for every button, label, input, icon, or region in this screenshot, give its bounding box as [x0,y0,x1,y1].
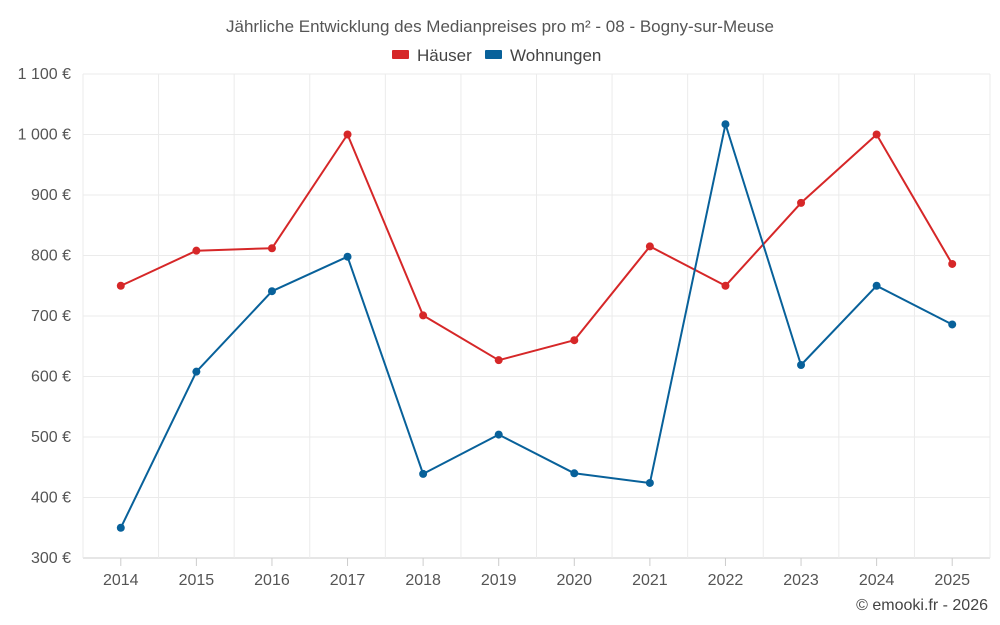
x-tick-label: 2021 [632,572,668,589]
legend: Häuser Wohnungen [392,46,601,65]
x-tick-label: 2017 [330,572,366,589]
data-point-haeuser[interactable] [494,356,503,365]
y-tick-label: 1 100 € [18,66,71,83]
data-point-haeuser[interactable] [570,336,579,345]
credit-text: © emooki.fr - 2026 [856,597,988,614]
legend-label-haeuser[interactable]: Häuser [417,46,472,65]
x-tick-label: 2022 [708,572,744,589]
data-point-haeuser[interactable] [267,244,276,253]
data-point-wohnungen[interactable] [645,478,654,487]
data-point-wohnungen[interactable] [570,469,579,478]
x-tick-label: 2023 [783,572,819,589]
data-point-wohnungen[interactable] [948,320,957,329]
gridlines [82,73,991,559]
data-point-wohnungen[interactable] [872,281,881,290]
data-point-haeuser[interactable] [116,281,125,290]
x-tick-label: 2024 [859,572,895,589]
legend-swatch-haeuser [392,50,409,59]
x-tick-label: 2015 [179,572,215,589]
data-point-wohnungen[interactable] [116,523,125,532]
data-point-wohnungen[interactable] [267,287,276,296]
data-point-wohnungen[interactable] [343,252,352,261]
data-point-haeuser[interactable] [797,198,806,207]
y-tick-label: 800 € [31,248,71,265]
data-point-haeuser[interactable] [645,242,654,251]
x-tick-label: 2014 [103,572,139,589]
chart-title: Jährliche Entwicklung des Medianpreises … [226,17,774,36]
data-point-haeuser[interactable] [721,281,730,290]
y-tick-label: 1 000 € [18,127,71,144]
data-point-wohnungen[interactable] [494,430,503,439]
series-lines [119,123,954,529]
data-point-wohnungen[interactable] [419,469,428,478]
data-point-wohnungen[interactable] [797,361,806,370]
y-tick-label: 500 € [31,429,71,446]
x-tick-label: 2016 [254,572,290,589]
x-tick-label: 2019 [481,572,517,589]
series-points [116,120,957,532]
y-tick-label: 900 € [31,187,71,204]
series-line-wohnungen [119,123,953,529]
x-tick-label: 2020 [556,572,592,589]
y-tick-label: 400 € [31,490,71,507]
x-tick-label: 2018 [405,572,441,589]
legend-swatch-wohnungen [485,50,502,59]
y-axis-ticks: 300 € 400 € 500 € 600 € 700 € 800 € 900 € 1 000… [18,66,71,567]
x-axis-ticks: 2014 2015 2016 2017 2018 2019 2020 2021 2022 2023… [103,558,970,589]
data-point-wohnungen[interactable] [721,120,730,129]
legend-label-wohnungen[interactable]: Wohnungen [510,46,601,65]
y-tick-label: 700 € [31,308,71,325]
x-tick-label: 2025 [934,572,970,589]
y-tick-label: 600 € [31,369,71,386]
data-point-haeuser[interactable] [192,246,201,255]
y-tick-label: 300 € [31,550,71,567]
data-point-haeuser[interactable] [419,311,428,320]
data-point-haeuser[interactable] [872,130,881,139]
series-line-haeuser [120,133,954,362]
data-point-haeuser[interactable] [343,130,352,139]
data-point-haeuser[interactable] [948,259,957,268]
data-point-wohnungen[interactable] [192,367,201,376]
